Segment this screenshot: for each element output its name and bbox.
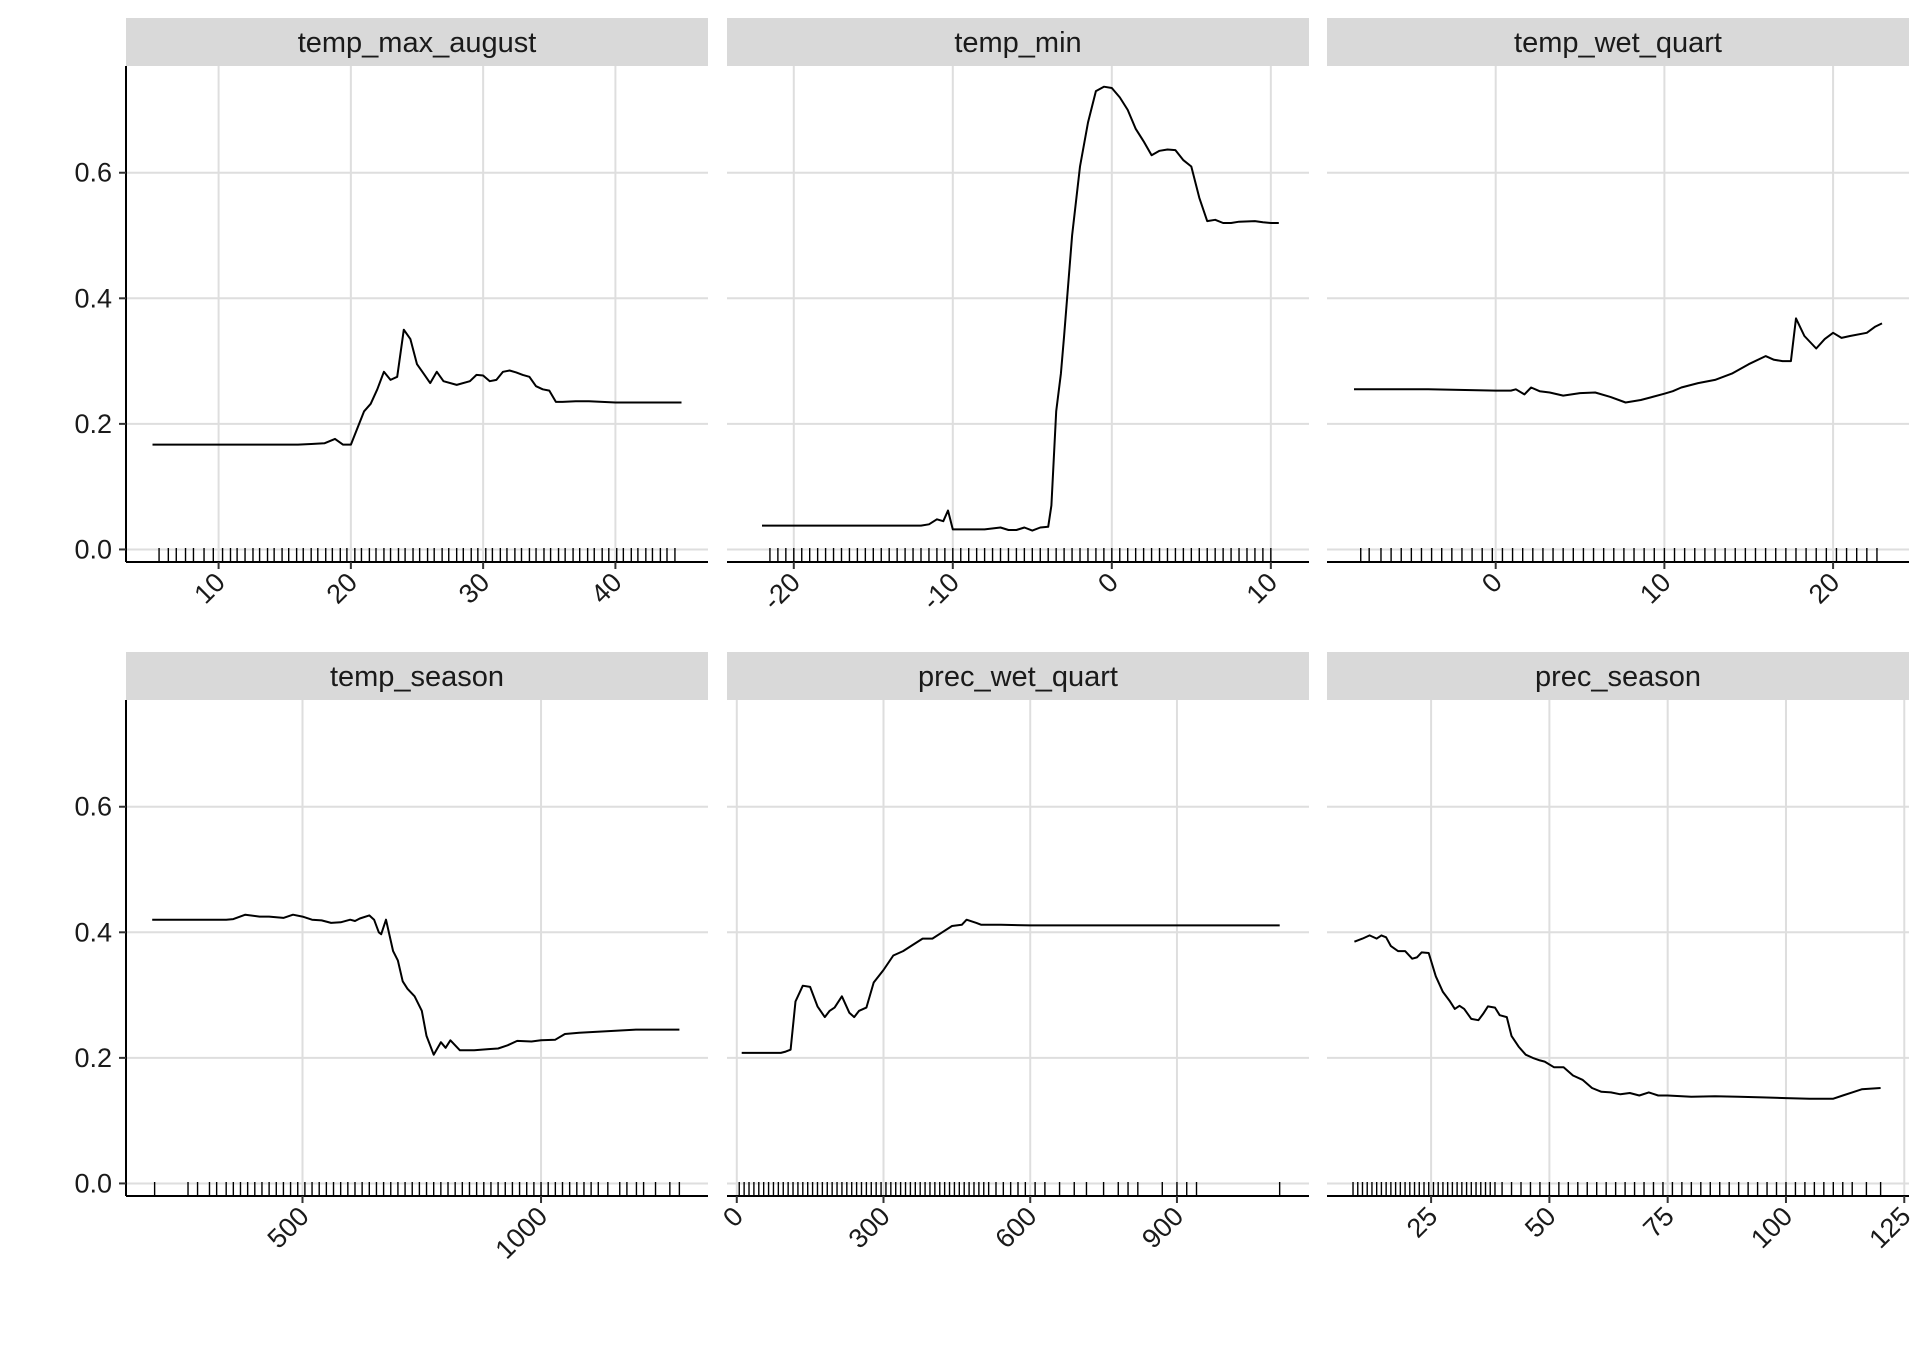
facet-panel: prec_season 25 50 75 100 125 [1327, 652, 1917, 1254]
x-tick-label: 0 [1476, 567, 1508, 599]
facet-strip [126, 18, 708, 66]
facet-strip [727, 652, 1309, 700]
facet-title: temp_wet_quart [1514, 27, 1722, 59]
facet-title: temp_season [330, 661, 504, 693]
facet-panel: temp_wet_quart 0 10 20 [1327, 18, 1909, 609]
facet-strip [727, 18, 1309, 66]
facet-title: temp_min [954, 27, 1081, 59]
facet-panel: temp_min -20 -10 0 10 [727, 18, 1309, 616]
facet-title: prec_wet_quart [918, 661, 1118, 693]
series-line [152, 913, 680, 1056]
x-tick-label: 50 [1519, 1201, 1561, 1243]
y-tick-label: 0.0 [74, 534, 112, 564]
y-tick-label: 0.2 [74, 409, 112, 439]
y-tick-label: 0.6 [74, 792, 112, 822]
x-tick-label: 1000 [490, 1201, 554, 1265]
x-tick-label: -20 [757, 567, 806, 616]
series-line [762, 85, 1279, 532]
facet-strip [1327, 652, 1909, 700]
facet-strip [1327, 18, 1909, 66]
series-line [152, 328, 682, 446]
y-tick-label: 0.6 [74, 158, 112, 188]
x-tick-label: 25 [1401, 1201, 1443, 1243]
x-tick-label: 600 [989, 1201, 1042, 1254]
x-tick-label: 10 [1241, 567, 1283, 609]
x-tick-label: -10 [916, 567, 965, 616]
x-tick-label: 40 [585, 567, 627, 609]
x-tick-label: 10 [1634, 567, 1676, 609]
x-tick-label: 100 [1745, 1201, 1798, 1254]
x-tick-label: 0 [717, 1201, 749, 1233]
series-line [1354, 934, 1881, 1100]
x-tick-label: 20 [1803, 567, 1845, 609]
x-tick-label: 300 [843, 1201, 896, 1254]
x-tick-label: 125 [1863, 1201, 1916, 1254]
y-tick-label: 0.4 [74, 283, 112, 313]
facet-title: prec_season [1535, 661, 1701, 693]
y-tick-label: 0.2 [74, 1043, 112, 1073]
y-tick-label: 0.4 [74, 917, 112, 947]
x-tick-label: 10 [188, 567, 230, 609]
series-line [741, 918, 1280, 1054]
x-tick-label: 30 [453, 567, 495, 609]
x-tick-label: 500 [262, 1201, 315, 1254]
facet-panel: temp_season 0.0 0.2 0.4 0.6 500 1000 [74, 652, 708, 1265]
x-tick-label: 75 [1637, 1201, 1679, 1243]
x-tick-label: 20 [321, 567, 363, 609]
x-tick-label: 0 [1092, 567, 1124, 599]
series-line [1354, 317, 1883, 404]
x-tick-label: 900 [1136, 1201, 1189, 1254]
y-tick-label: 0.0 [74, 1168, 112, 1198]
facet-strip [126, 652, 708, 700]
facet-panel: prec_wet_quart 0 300 600 900 [717, 652, 1309, 1254]
facet-panel: temp_max_august 0.0 0.2 0.4 0.6 10 20 30 40 [74, 18, 708, 609]
facet-title: temp_max_august [298, 27, 537, 59]
